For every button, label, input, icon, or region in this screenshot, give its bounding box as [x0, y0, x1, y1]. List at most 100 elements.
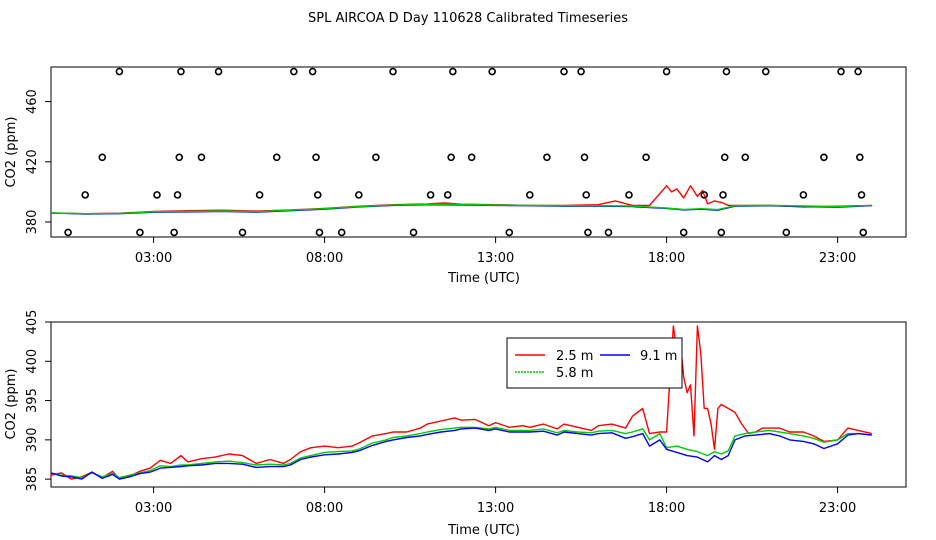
top-marker-point: [854, 67, 862, 76]
bottom-series-9-1-m: [50, 427, 872, 480]
top-marker-point: [857, 191, 866, 199]
bottom-panel: 03:00 08:00 13:00 18:00 23:00 385 390 395 400 40…: [4, 310, 907, 538]
top-marker-point: [81, 191, 89, 199]
top-x-tick-label: 03:00: [135, 251, 172, 266]
top-marker-point: [856, 153, 864, 162]
bottom-series-lines: [50, 325, 872, 480]
bottom-series-5-8-m: [50, 426, 872, 479]
top-x-label: Time (UTC): [447, 271, 520, 286]
top-marker-point: [255, 191, 264, 199]
bottom-x-tick-label: 13:00: [477, 501, 514, 516]
top-marker-point: [197, 153, 206, 162]
bottom-x-tick-label: 18:00: [648, 501, 685, 516]
top-marker-point: [642, 153, 650, 162]
top-marker-point: [582, 191, 591, 199]
top-series-5-8-m: [50, 203, 872, 215]
top-marker-point: [700, 191, 709, 199]
top-marker-point: [761, 67, 770, 76]
figure-title: SPL AIRCOA D Day 110628 Calibrated Times…: [308, 11, 628, 26]
top-markers: [64, 67, 868, 237]
top-marker-point: [782, 228, 791, 237]
top-marker-point: [560, 67, 568, 76]
top-x-tick-label: 18:00: [648, 251, 685, 266]
top-marker-point: [337, 228, 346, 237]
top-marker-point: [820, 153, 828, 162]
top-marker-point: [389, 67, 397, 76]
top-marker-point: [136, 228, 144, 237]
bottom-series-2-5-m: [50, 325, 872, 480]
top-marker-point: [308, 67, 317, 76]
legend-box: [506, 337, 683, 389]
top-marker-point: [717, 228, 726, 237]
top-marker-point: [604, 228, 613, 237]
top-marker-point: [409, 228, 418, 237]
bottom-x-tick-label: 03:00: [135, 501, 172, 516]
top-x-tick-label: 23:00: [819, 251, 856, 266]
top-marker-point: [577, 67, 585, 76]
top-marker-point: [98, 153, 107, 162]
top-y-label: CO2 (ppm): [4, 116, 19, 187]
top-marker-point: [290, 67, 298, 76]
legend-label-2-5m: 2.5 m: [556, 349, 593, 364]
top-marker-point: [584, 228, 592, 237]
bottom-y-tick-label: 395: [25, 388, 40, 413]
top-marker-point: [679, 228, 688, 237]
top-marker-point: [153, 191, 161, 199]
bottom-x-label: Time (UTC): [447, 523, 520, 538]
top-marker-point: [443, 191, 452, 199]
top-marker-point: [214, 67, 223, 76]
top-marker-point: [722, 67, 731, 76]
top-marker-point: [741, 153, 750, 162]
top-y-tick-label: 380: [25, 210, 40, 235]
top-marker-point: [372, 153, 380, 162]
bottom-x-tick-label: 08:00: [306, 501, 343, 516]
top-marker-point: [175, 153, 184, 162]
bottom-plot-frame: [50, 321, 907, 488]
top-series-lines: [50, 185, 872, 215]
legend: 2.5 m 9.1 m 5.8 m: [506, 337, 683, 389]
bottom-y-label: CO2 (ppm): [4, 368, 19, 439]
top-marker-point: [580, 153, 589, 162]
top-marker-point: [543, 153, 551, 162]
top-marker-point: [505, 228, 514, 237]
top-marker-point: [719, 191, 727, 199]
bottom-y-axis: 385 390 395 400 405: [25, 310, 51, 492]
top-marker-point: [799, 191, 808, 199]
top-marker-point: [467, 153, 476, 162]
top-marker-point: [859, 228, 868, 237]
top-marker-point: [238, 228, 247, 237]
top-marker-point: [488, 67, 496, 76]
top-x-tick-label: 13:00: [477, 251, 514, 266]
top-marker-point: [115, 67, 124, 76]
top-marker-point: [272, 153, 281, 162]
top-marker-point: [64, 228, 72, 237]
top-marker-point: [315, 228, 324, 237]
top-marker-point: [662, 67, 671, 76]
top-y-axis: 380 420 460: [25, 89, 51, 234]
top-marker-point: [525, 191, 534, 199]
top-marker-point: [173, 191, 182, 199]
legend-label-5-8m: 5.8 m: [556, 366, 593, 381]
top-marker-point: [837, 67, 845, 76]
top-marker-point: [312, 153, 320, 162]
top-marker-point: [720, 153, 729, 162]
top-marker-point: [170, 228, 178, 237]
top-y-tick-label: 460: [25, 89, 40, 114]
top-marker-point: [177, 67, 185, 76]
bottom-y-tick-label: 385: [25, 467, 40, 492]
top-y-tick-label: 420: [25, 149, 40, 174]
top-marker-point: [313, 191, 322, 199]
top-x-axis: 03:00 08:00 13:00 18:00 23:00: [135, 237, 856, 266]
top-marker-point: [625, 191, 633, 199]
legend-label-9-1m: 9.1 m: [640, 349, 677, 364]
bottom-x-axis: 03:00 08:00 13:00 18:00 23:00: [135, 487, 856, 516]
bottom-y-tick-label: 400: [25, 349, 40, 374]
bottom-y-tick-label: 390: [25, 427, 40, 452]
top-plot-frame: [50, 66, 907, 238]
top-marker-point: [447, 153, 455, 162]
bottom-y-tick-label: 405: [25, 310, 40, 335]
top-x-tick-label: 08:00: [306, 251, 343, 266]
top-marker-point: [354, 191, 363, 199]
top-marker-point: [449, 67, 457, 76]
